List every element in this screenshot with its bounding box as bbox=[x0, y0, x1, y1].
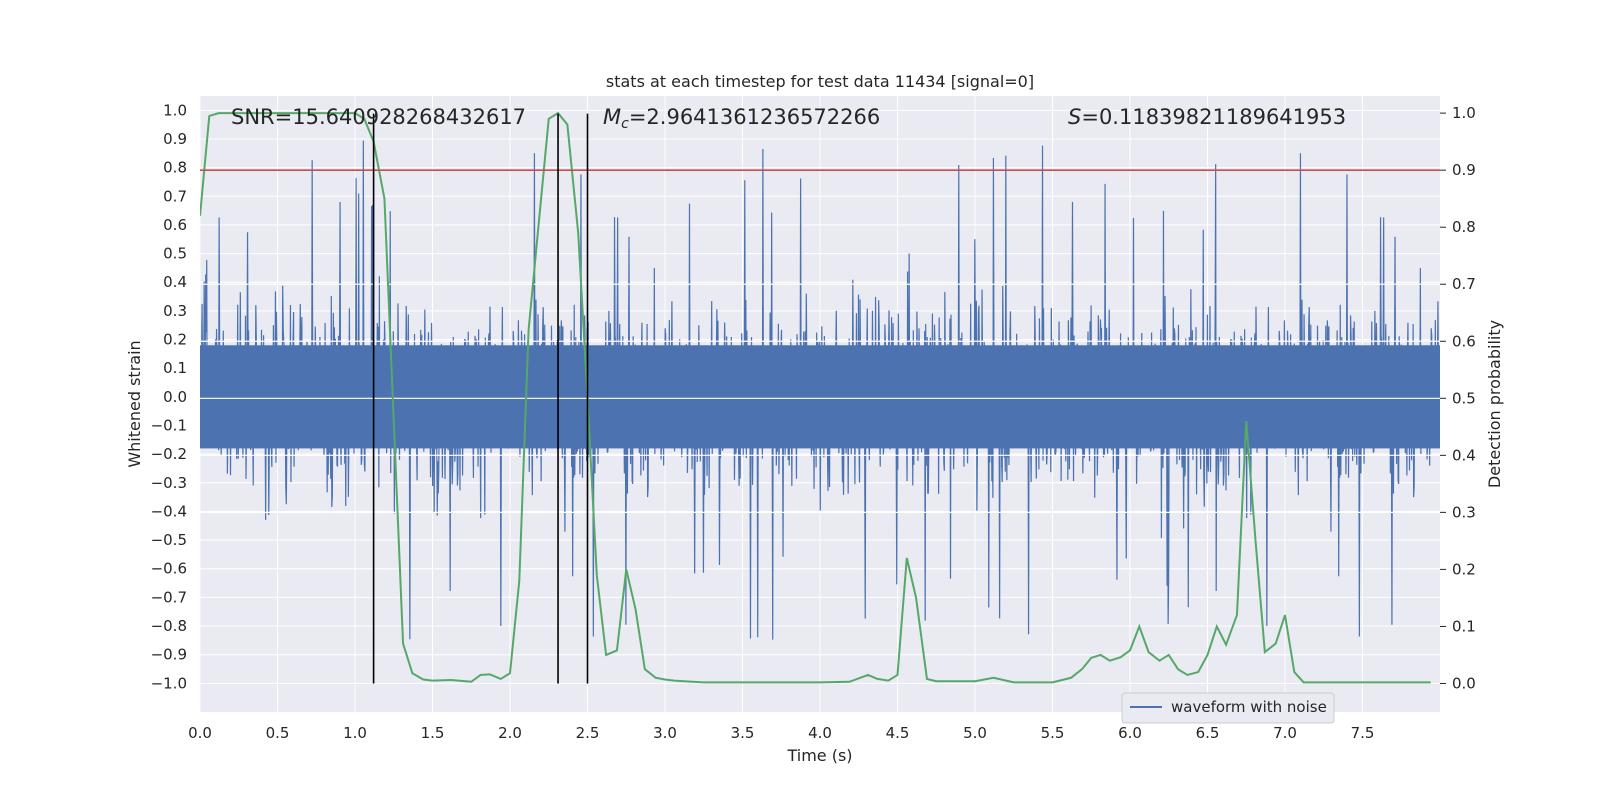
annotation-snr: SNR=15.640928268432617 bbox=[231, 105, 526, 129]
x-tick-label: 5.0 bbox=[963, 724, 987, 742]
y2-tick-label: 0.7 bbox=[1452, 275, 1476, 293]
x-tick-label: 5.5 bbox=[1041, 724, 1065, 742]
x-tick-label: 6.0 bbox=[1118, 724, 1142, 742]
x-tick-label: 4.5 bbox=[886, 724, 910, 742]
x-tick-label: 2.0 bbox=[498, 724, 522, 742]
y-tick-label: −0.4 bbox=[151, 502, 187, 520]
x-tick-label: 2.5 bbox=[576, 724, 600, 742]
y2-tick-label: 0.4 bbox=[1452, 446, 1476, 464]
annotation-mc-symbol: M bbox=[603, 105, 621, 129]
x-tick-label: 0.5 bbox=[266, 724, 290, 742]
y-tick-label: 0.9 bbox=[163, 130, 187, 148]
annotation-s-value: =0.11839821189641953 bbox=[1081, 105, 1346, 129]
y2-tick-label: 0.8 bbox=[1452, 218, 1476, 236]
annotation-mc-value: =2.9641361236572266 bbox=[629, 105, 880, 129]
y-tick-label: 0.4 bbox=[163, 273, 187, 291]
y2-axis-label: Detection probability bbox=[1485, 320, 1504, 488]
y-tick-label: 0.8 bbox=[163, 159, 187, 177]
y-tick-label: 0.3 bbox=[163, 302, 187, 320]
annotation-s-symbol: S bbox=[1068, 105, 1081, 129]
y2-tick-label: 0.0 bbox=[1452, 674, 1476, 692]
y2-tick-label: 0.6 bbox=[1452, 332, 1476, 350]
y-tick-label: 1.0 bbox=[163, 101, 187, 119]
legend-label-waveform: waveform with noise bbox=[1171, 698, 1327, 716]
y-tick-label: −0.7 bbox=[151, 588, 187, 606]
y-tick-label: −0.8 bbox=[151, 617, 187, 635]
series-waveform-with-noise bbox=[200, 140, 1440, 640]
waveform-core-band bbox=[200, 345, 1440, 449]
y-tick-label: −0.5 bbox=[151, 531, 187, 549]
x-tick-label: 4.0 bbox=[808, 724, 832, 742]
x-tick-label: 3.0 bbox=[653, 724, 677, 742]
y2-tick-label: 0.9 bbox=[1452, 161, 1476, 179]
y2-tick-label: 0.3 bbox=[1452, 503, 1476, 521]
y2-tick-label: 0.2 bbox=[1452, 560, 1476, 578]
y-tick-label: 0.5 bbox=[163, 245, 187, 263]
x-tick-label: 7.0 bbox=[1273, 724, 1297, 742]
legend: waveform with noise bbox=[1121, 692, 1335, 724]
legend-box bbox=[1121, 692, 1335, 724]
y2-gridlines bbox=[200, 283, 1440, 513]
chart-title: stats at each timestep for test data 114… bbox=[606, 72, 1034, 91]
probability-line bbox=[200, 111, 1431, 684]
x-tick-label: 1.5 bbox=[421, 724, 445, 742]
y-tick-label: 0.6 bbox=[163, 216, 187, 234]
x-axis-label: Time (s) bbox=[786, 746, 852, 765]
y-axis-label: Whitened strain bbox=[125, 340, 144, 467]
y-tick-label: 0.7 bbox=[163, 187, 187, 205]
y-tick-label: −1.0 bbox=[151, 674, 187, 692]
y2-tick-label: 0.5 bbox=[1452, 389, 1476, 407]
y-tick-label: −0.2 bbox=[151, 445, 187, 463]
annotation-mc-subscript: c bbox=[621, 116, 629, 132]
x-tick-label: 0.0 bbox=[188, 724, 212, 742]
x-tick-label: 6.5 bbox=[1196, 724, 1220, 742]
y-tick-label: −0.9 bbox=[151, 646, 187, 664]
vertical-markers bbox=[372, 113, 589, 684]
y-tick-label: −0.6 bbox=[151, 560, 187, 578]
annotation-s: S=0.11839821189641953 bbox=[1068, 105, 1346, 129]
y2-tick-label: 0.1 bbox=[1452, 617, 1476, 635]
y-tick-labels: −1.0 −0.9 −0.8 −0.7 −0.6 −0.5 −0.4 −0.3 −0.2 −0.1… bbox=[151, 101, 187, 692]
y-tick-label: 0.0 bbox=[163, 388, 187, 406]
x-tick-labels: 0.0 0.5 1.0 1.5 2.0 2.5 3.0 3.5 4.0 4.5 5.0 5.5 6.0 6… bbox=[188, 724, 1374, 742]
y-tick-label: −0.3 bbox=[151, 474, 187, 492]
y-tick-label: −0.1 bbox=[151, 416, 187, 434]
x-tick-label: 1.0 bbox=[343, 724, 367, 742]
annotation-mc: Mc=2.9641361236572266 bbox=[603, 105, 880, 132]
y2-tick-label: 1.0 bbox=[1452, 104, 1476, 122]
y2-tick-labels: 0.0 0.1 0.2 0.3 0.4 0.5 0.6 0.7 0.8 0.9 1.0 bbox=[1440, 104, 1476, 692]
y-tick-label: 0.1 bbox=[163, 359, 187, 377]
x-tick-label: 7.5 bbox=[1351, 724, 1375, 742]
y-tick-label: 0.2 bbox=[163, 331, 187, 349]
x-tick-label: 3.5 bbox=[731, 724, 755, 742]
series-detection-probability bbox=[200, 111, 1431, 684]
